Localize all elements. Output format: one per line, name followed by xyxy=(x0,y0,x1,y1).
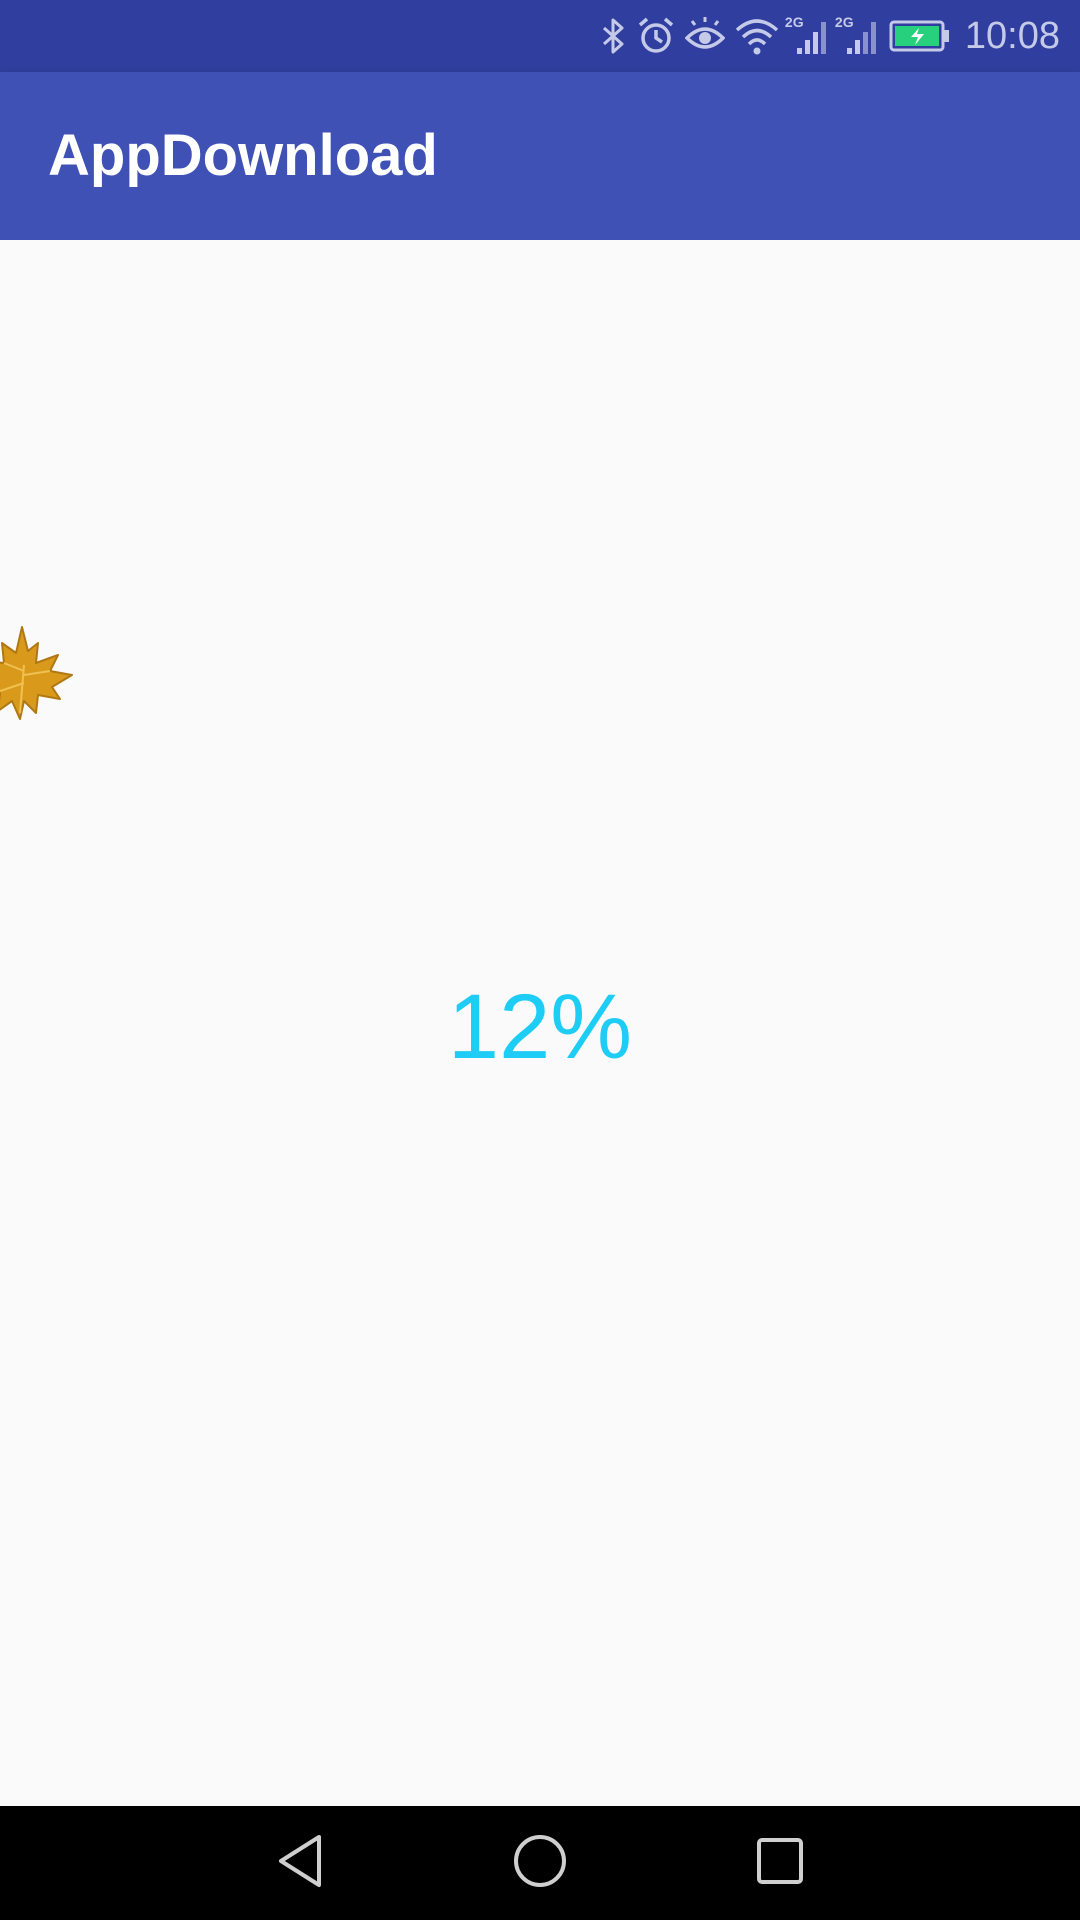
status-clock: 10:08 xyxy=(964,14,1060,57)
app-bar: AppDownload xyxy=(0,72,1080,240)
signal-icon: 2G xyxy=(785,14,829,56)
progress-percent-label: 12% xyxy=(447,976,633,1078)
main-content: 12% xyxy=(0,240,1080,1806)
home-icon xyxy=(512,1833,568,1894)
status-bar: 2G 2G xyxy=(0,0,1080,72)
bluetooth-icon xyxy=(601,16,627,56)
back-icon xyxy=(275,1833,325,1894)
maple-leaf-icon xyxy=(0,625,80,740)
eye-icon xyxy=(684,16,725,56)
app-title: AppDownload xyxy=(48,123,438,188)
wifi-icon xyxy=(735,16,779,56)
network-type-label: 2G xyxy=(784,14,804,30)
battery-charging-icon xyxy=(889,19,951,53)
navigation-bar xyxy=(0,1806,1080,1920)
recents-icon xyxy=(755,1836,805,1891)
back-button[interactable] xyxy=(230,1806,370,1920)
home-button[interactable] xyxy=(470,1806,610,1920)
alarm-icon xyxy=(637,16,675,56)
network-type-label: 2G xyxy=(834,14,854,30)
recents-button[interactable] xyxy=(710,1806,850,1920)
status-icons: 2G 2G xyxy=(601,0,1060,72)
signal-icon: 2G xyxy=(835,14,879,56)
